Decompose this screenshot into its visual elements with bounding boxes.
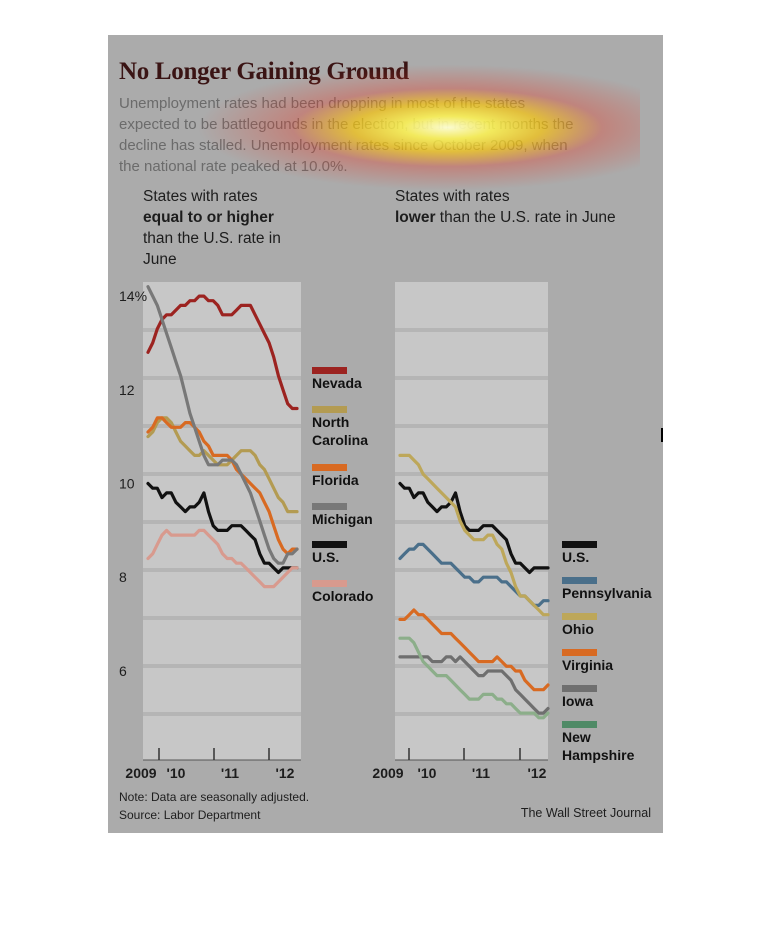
grid-band [395,568,548,572]
legend-label: Virginia [562,657,613,673]
legend-label: Ohio [562,621,594,637]
series-line-michigan [146,285,299,565]
legend-label: Iowa [562,693,593,709]
grid-band [395,616,548,620]
series-line-ohio [398,453,550,617]
grid-band [143,376,301,380]
legend-swatch [562,541,597,548]
legend-label: U.S. [312,549,339,565]
y-tick-label: 12 [119,382,135,398]
series-line-colorado [146,528,299,589]
legend-label: Florida [312,472,359,488]
grid-band [143,568,301,572]
left-heading-post: than the U.S. rate in June [143,230,281,268]
grid-band [143,424,301,428]
legend-swatch [562,577,597,584]
text-cursor-icon [661,428,663,442]
grid-band [143,712,301,716]
series-line-nevada [146,294,299,411]
x-tick-label: '11 [472,765,490,781]
y-tick-label: 8 [119,569,127,585]
y-tick-label: 10 [119,476,135,492]
legend-label: U.S. [562,549,589,565]
left-heading-bold: equal to or higher [143,209,274,226]
legend-swatch [562,649,597,656]
x-tick-label: '11 [221,765,239,781]
credit-text: The Wall Street Journal [520,806,651,820]
x-tick-label: '10 [418,765,437,781]
footnote: Note: Data are seasonally adjusted. Sour… [119,788,309,824]
legend-label: Colorado [312,588,373,604]
x-tick-label: 2009 [125,765,156,781]
legend-swatch [562,721,597,728]
source-text: Source: Labor Department [119,808,261,822]
grid-band [395,424,548,428]
legend-swatch [312,580,347,587]
legend-label: Carolina [312,432,368,448]
grid-band [395,376,548,380]
grid-band [143,520,301,524]
right-heading-post: than the U.S. rate in June [439,209,616,226]
legend-label: Hampshire [562,747,635,763]
note-text: Note: Data are seasonally adjusted. [119,790,310,804]
y-tick-label: 6 [119,663,127,679]
x-tick-label: 2009 [372,765,403,781]
series-line-u-s- [146,481,299,575]
legend-label: Nevada [312,375,362,391]
series-line-u-s- [398,481,550,575]
grid-band [143,616,301,620]
legend-label: New [562,729,591,745]
legend-swatch [312,541,347,548]
legend-swatch [312,406,347,413]
x-tick-label: '12 [276,765,295,781]
grid-band [395,472,548,476]
grid-band [143,664,301,668]
grid-band [143,328,301,332]
right-heading-bold: lower [395,209,436,226]
legend-label: North [312,414,349,430]
x-tick-label: '10 [167,765,186,781]
grid-band [395,712,548,716]
grid-band [395,328,548,332]
y-tick-label: 14% [119,288,147,304]
legend-swatch [312,367,347,374]
grid-band [395,520,548,524]
legend-swatch [312,503,347,510]
legend-label: Pennsylvania [562,585,652,601]
series-line-virginia [398,608,550,692]
legend-swatch [312,464,347,471]
grid-band [143,472,301,476]
series-line-florida [146,416,299,556]
grid-band [395,664,548,668]
legend-label: Michigan [312,511,373,527]
legend-swatch [562,613,597,620]
series-line-iowa [398,655,550,715]
x-tick-label: '12 [528,765,547,781]
legend-swatch [562,685,597,692]
series-line-new-hampshire [398,636,550,720]
